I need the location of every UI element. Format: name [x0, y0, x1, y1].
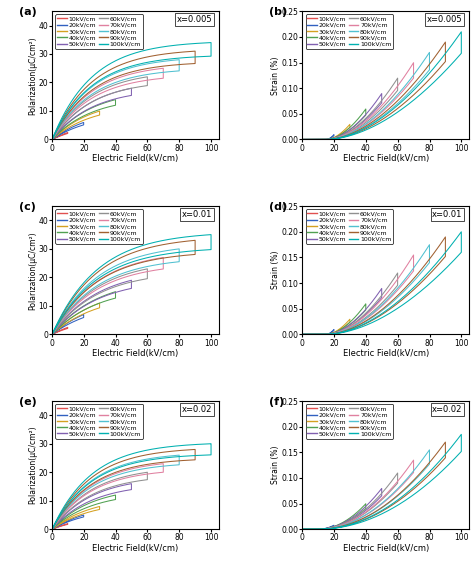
X-axis label: Electric Field(kV/cm): Electric Field(kV/cm): [343, 154, 429, 163]
X-axis label: Electric Field(kV/cm): Electric Field(kV/cm): [343, 349, 429, 358]
Y-axis label: Strain (%): Strain (%): [271, 251, 280, 289]
X-axis label: Electric Field(kV/cm): Electric Field(kV/cm): [343, 544, 429, 553]
X-axis label: Electric Field(kV/cm): Electric Field(kV/cm): [92, 154, 179, 163]
Legend: 10kV/cm, 20kV/cm, 30kV/cm, 40kV/cm, 50kV/cm, 60kV/cm, 70kV/cm, 80kV/cm, 90kV/cm,: 10kV/cm, 20kV/cm, 30kV/cm, 40kV/cm, 50kV…: [55, 404, 143, 439]
Text: x=0.02: x=0.02: [432, 405, 463, 414]
Legend: 10kV/cm, 20kV/cm, 30kV/cm, 40kV/cm, 50kV/cm, 60kV/cm, 70kV/cm, 80kV/cm, 90kV/cm,: 10kV/cm, 20kV/cm, 30kV/cm, 40kV/cm, 50kV…: [55, 15, 143, 49]
Text: (f): (f): [269, 397, 284, 407]
Y-axis label: Strain (%): Strain (%): [271, 446, 280, 484]
Text: (c): (c): [19, 202, 36, 212]
Legend: 10kV/cm, 20kV/cm, 30kV/cm, 40kV/cm, 50kV/cm, 60kV/cm, 70kV/cm, 80kV/cm, 90kV/cm,: 10kV/cm, 20kV/cm, 30kV/cm, 40kV/cm, 50kV…: [306, 404, 393, 439]
Legend: 10kV/cm, 20kV/cm, 30kV/cm, 40kV/cm, 50kV/cm, 60kV/cm, 70kV/cm, 80kV/cm, 90kV/cm,: 10kV/cm, 20kV/cm, 30kV/cm, 40kV/cm, 50kV…: [306, 15, 393, 49]
Y-axis label: Polarization(μC/cm²): Polarization(μC/cm²): [28, 426, 37, 504]
Y-axis label: Polarization(μC/cm²): Polarization(μC/cm²): [28, 36, 37, 115]
Text: x=0.02: x=0.02: [182, 405, 212, 414]
Y-axis label: Strain (%): Strain (%): [271, 56, 280, 95]
Text: (e): (e): [19, 397, 36, 407]
Text: (a): (a): [19, 7, 36, 17]
Text: (d): (d): [269, 202, 287, 212]
Y-axis label: Polarization(μC/cm²): Polarization(μC/cm²): [28, 231, 37, 310]
Text: x=0.005: x=0.005: [177, 15, 212, 24]
X-axis label: Electric Field(kV/cm): Electric Field(kV/cm): [92, 544, 179, 553]
Text: (b): (b): [269, 7, 287, 17]
Text: x=0.01: x=0.01: [432, 210, 463, 219]
Legend: 10kV/cm, 20kV/cm, 30kV/cm, 40kV/cm, 50kV/cm, 60kV/cm, 70kV/cm, 80kV/cm, 90kV/cm,: 10kV/cm, 20kV/cm, 30kV/cm, 40kV/cm, 50kV…: [306, 209, 393, 244]
X-axis label: Electric Field(kV/cm): Electric Field(kV/cm): [92, 349, 179, 358]
Text: x=0.01: x=0.01: [182, 210, 212, 219]
Text: x=0.005: x=0.005: [427, 15, 463, 24]
Legend: 10kV/cm, 20kV/cm, 30kV/cm, 40kV/cm, 50kV/cm, 60kV/cm, 70kV/cm, 80kV/cm, 90kV/cm,: 10kV/cm, 20kV/cm, 30kV/cm, 40kV/cm, 50kV…: [55, 209, 143, 244]
